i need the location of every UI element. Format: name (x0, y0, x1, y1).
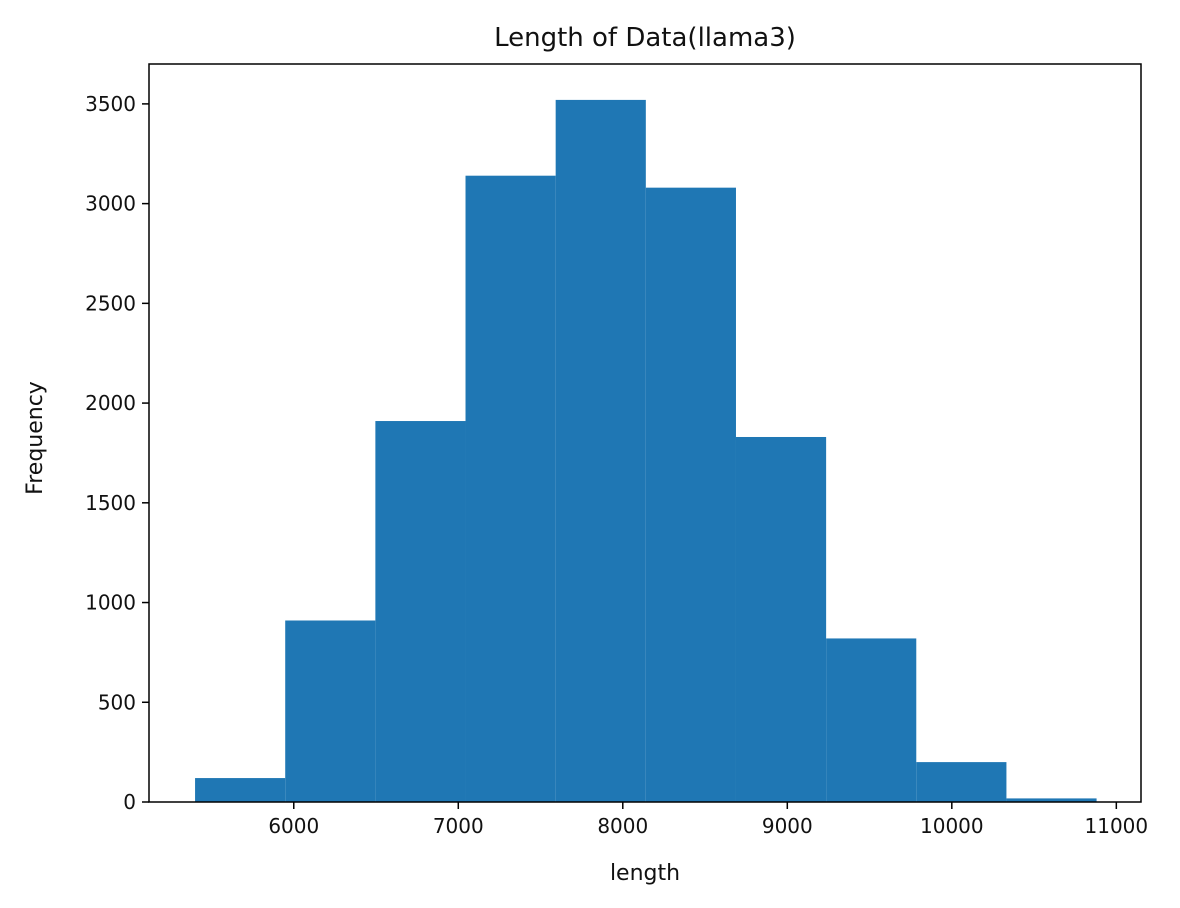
chart-title: Length of Data(llama3) (494, 23, 796, 53)
x-tick-label: 10000 (920, 814, 984, 838)
histogram-bar (195, 778, 286, 802)
x-axis: 6000 7000 8000 9000 10000 11000 (268, 802, 1148, 838)
histogram-bar (645, 187, 736, 803)
x-tick-label: 11000 (1085, 814, 1149, 838)
y-axis: 0 500 1000 1500 2000 2500 3000 3500 (85, 92, 149, 814)
histogram-bar (735, 436, 827, 802)
histogram-bar (285, 620, 376, 802)
plot-frame (148, 63, 1142, 803)
y-tick-label: 1000 (85, 591, 136, 615)
histogram-bar (465, 175, 556, 803)
y-tick-label: 2500 (85, 291, 136, 315)
x-axis-label: length (610, 861, 680, 886)
x-tick-label: 6000 (268, 814, 319, 838)
histogram-bar (555, 99, 646, 802)
y-tick-label: 3500 (85, 92, 136, 116)
histogram-bar (826, 638, 917, 802)
y-tick-label: 0 (123, 790, 136, 814)
x-tick-label: 7000 (433, 814, 484, 838)
y-tick-label: 2000 (85, 391, 136, 415)
y-tick-label: 500 (98, 690, 136, 714)
histogram-bar (1006, 798, 1097, 802)
x-tick-label: 9000 (762, 814, 813, 838)
histogram-bar (375, 421, 466, 802)
bars-group (195, 99, 1097, 803)
histogram-bar (916, 762, 1007, 802)
y-tick-label: 3000 (85, 192, 136, 216)
y-tick-label: 1500 (85, 491, 136, 515)
y-axis-label: Frequency (23, 381, 48, 495)
x-tick-label: 8000 (597, 814, 648, 838)
